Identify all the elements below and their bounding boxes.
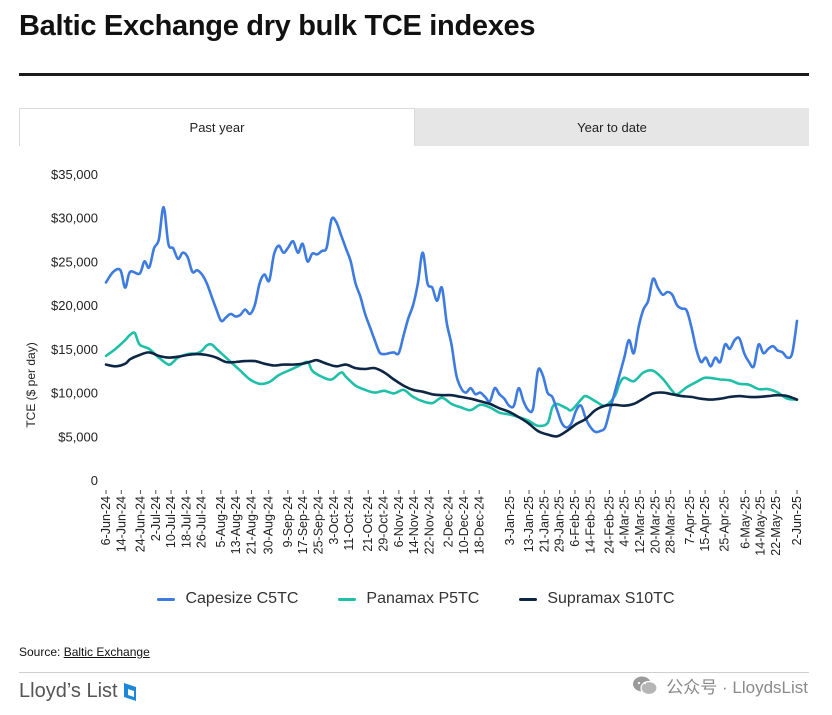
x-tick-label: 9-Sep-24: [281, 496, 295, 547]
page-title: Baltic Exchange dry bulk TCE indexes: [19, 10, 536, 42]
x-tick-label: 5-Aug-24: [214, 496, 228, 547]
x-tick-label: 6-Nov-24: [392, 496, 406, 547]
x-tick-label: 21-Oct-24: [361, 496, 375, 552]
x-tick-label: 11-Oct-24: [342, 496, 356, 551]
x-tick-label: 18-Dec-24: [472, 496, 486, 554]
series-line-supramax[interactable]: [104, 351, 799, 438]
x-tick-label: 13-Aug-24: [229, 496, 243, 554]
x-tick-label: 29-Oct-24: [377, 496, 391, 552]
series-line-capesize[interactable]: [104, 205, 799, 434]
x-tick-label: 2-Jul-24: [149, 496, 163, 541]
x-tick-label: 22-Nov-24: [422, 496, 436, 554]
legend-label-supramax: Supramax S10TC: [547, 590, 675, 607]
legend-swatch-supramax: [519, 597, 538, 601]
x-tick-label: 3-Jan-25: [503, 496, 517, 545]
footer-divider: [19, 672, 809, 673]
x-tick-label: 25-Apr-25: [717, 496, 731, 552]
legend-swatch-panamax: [338, 597, 357, 601]
x-tick-label: 14-Nov-24: [407, 496, 421, 554]
source-note: Source: Baltic Exchange: [19, 645, 150, 659]
x-tick-label: 12-Mar-25: [633, 496, 647, 554]
x-tick-label: 29-Jan-25: [553, 496, 567, 552]
x-tick-label: 21-Jan-25: [537, 496, 551, 552]
source-link[interactable]: Baltic Exchange: [63, 645, 150, 659]
legend-swatch-capesize: [157, 597, 176, 601]
x-tick-label: 14-Feb-25: [583, 496, 597, 554]
x-tick-label: 6-Jun-24: [99, 496, 113, 545]
y-tick-label: $35,000: [51, 167, 98, 182]
brand-mark-icon: [123, 682, 136, 701]
tab-bar: Past year Year to date: [19, 108, 809, 146]
tab-year-to-date[interactable]: Year to date: [415, 108, 809, 146]
y-tick-label: $10,000: [51, 386, 98, 401]
brand-name: Lloyd’s List: [19, 680, 118, 702]
x-tick-label: 18-Jul-24: [179, 496, 193, 548]
legend-item-supramax[interactable]: Supramax S10TC: [519, 590, 675, 608]
legend-label-capesize: Capesize C5TC: [185, 590, 299, 607]
x-axis: 6-Jun-24 14-Jun-24 24-Jun-24 2-Jul-24 10-Jul…: [99, 490, 804, 556]
title-divider: [19, 73, 809, 76]
legend-item-capesize[interactable]: Capesize C5TC: [157, 590, 298, 608]
x-tick-label: 15-Apr-25: [698, 496, 712, 552]
series-line-panamax[interactable]: [104, 331, 799, 428]
tab-past-year[interactable]: Past year: [19, 108, 415, 146]
y-axis: 0 $5,000 $10,000 $15,000 $20,000 $25,000 $30,0…: [51, 167, 98, 488]
x-tick-label: 14-Jun-24: [114, 496, 128, 552]
x-tick-label: 7-Apr-25: [683, 496, 697, 545]
y-tick-label: $20,000: [51, 298, 98, 313]
y-tick-label: $5,000: [58, 429, 98, 444]
y-tick-label: $15,000: [51, 342, 98, 357]
source-prefix: Source:: [19, 645, 61, 659]
x-tick-label: 28-Mar-25: [664, 496, 678, 554]
legend-item-panamax[interactable]: Panamax P5TC: [338, 590, 479, 608]
x-tick-label: 4-Mar-25: [618, 496, 632, 547]
x-tick-label: 22-May-25: [769, 496, 783, 556]
x-tick-label: 3-Oct-24: [327, 496, 341, 545]
wechat-watermark: 公众号 · LloydsList: [632, 673, 808, 698]
wechat-icon: [633, 676, 658, 695]
x-tick-label: 30-Aug-24: [262, 496, 276, 554]
y-axis-label: TCE ($ per day): [24, 342, 38, 427]
y-tick-label: $30,000: [51, 211, 98, 226]
watermark-text: 公众号 · LloydsList: [666, 678, 808, 697]
x-tick-label: 24-Jun-24: [133, 496, 147, 552]
brand-logo: Lloyd’s List: [19, 680, 138, 703]
x-tick-label: 10-Dec-24: [457, 496, 471, 554]
y-tick-label: $25,000: [51, 254, 98, 269]
x-tick-label: 26-Jul-24: [195, 496, 209, 548]
x-tick-label: 6-May-25: [738, 496, 752, 549]
x-tick-label: 20-Mar-25: [648, 496, 662, 554]
x-tick-label: 13-Jan-25: [522, 496, 536, 552]
chart-legend: Capesize C5TC Panamax P5TC Supramax S10T…: [0, 590, 832, 608]
series-layer: [104, 205, 799, 438]
x-tick-label: 17-Sep-24: [296, 496, 310, 554]
x-tick-label: 2-Jun-25: [790, 496, 804, 545]
line-chart: 0 $5,000 $10,000 $15,000 $20,000 $25,000 $30,0…: [24, 167, 804, 556]
x-tick-label: 6-Feb-25: [568, 496, 582, 547]
y-tick-label: 0: [91, 473, 98, 488]
x-tick-label: 10-Jul-24: [164, 496, 178, 548]
x-tick-label: 21-Aug-24: [244, 496, 258, 554]
x-tick-label: 14-May-25: [754, 496, 768, 556]
x-tick-label: 24-Feb-25: [602, 496, 616, 554]
x-tick-label: 2-Dec-24: [442, 496, 456, 547]
legend-label-panamax: Panamax P5TC: [366, 590, 480, 607]
x-tick-label: 25-Sep-24: [311, 496, 325, 554]
